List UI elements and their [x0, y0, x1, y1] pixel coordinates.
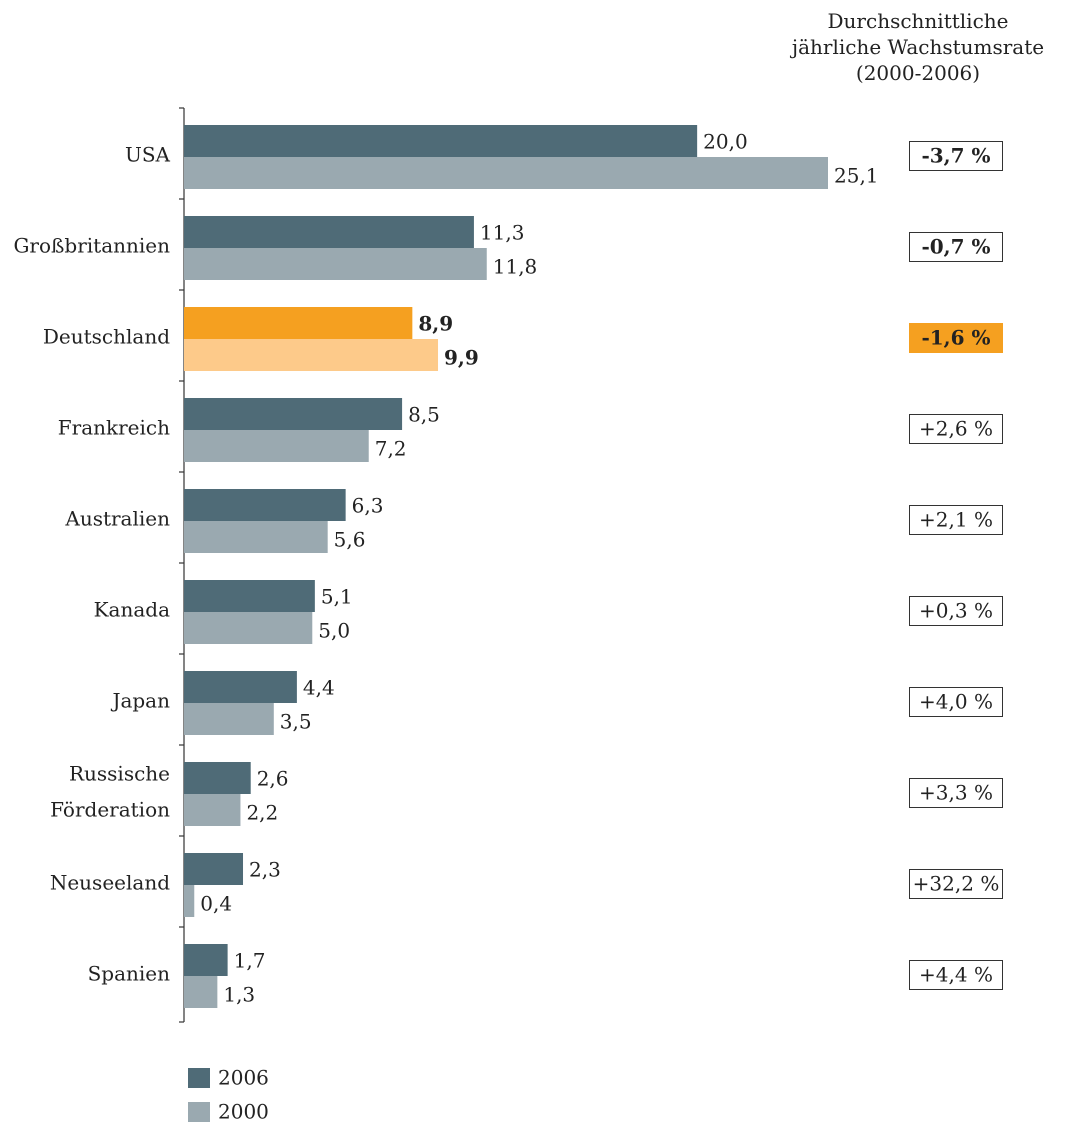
growth-rate-box — [909, 596, 1003, 626]
value-label-2006: 11,3 — [480, 221, 525, 245]
growth-rate-box — [909, 323, 1003, 353]
category-label: Kanada — [94, 598, 170, 622]
value-label-2000: 5,6 — [334, 528, 366, 552]
growth-rate-value: +2,1 % — [919, 508, 993, 532]
growth-rate-value: -0,7 % — [921, 235, 990, 259]
value-label-2000: 5,0 — [318, 619, 350, 643]
growth-rate-box — [909, 778, 1003, 808]
value-label-2000: 0,4 — [200, 892, 232, 916]
category-label: Japan — [110, 689, 170, 713]
value-label-2006: 2,3 — [249, 858, 281, 882]
bar-2006-USA — [184, 125, 698, 157]
growth-rate-value: +4,0 % — [919, 690, 993, 714]
bar-2000-Russische Förderation — [184, 794, 241, 826]
bar-2000-Australien — [184, 521, 328, 553]
value-label-2006: 20,0 — [703, 130, 748, 154]
value-label-2006: 1,7 — [234, 949, 266, 973]
growth-rate-value: -3,7 % — [921, 144, 990, 168]
bar-2006-Frankreich — [184, 398, 403, 430]
category-label: Neuseeland — [50, 871, 170, 895]
bar-2006-Spanien — [184, 944, 228, 976]
value-label-2006: 8,9 — [418, 312, 453, 336]
category-label: Australien — [64, 507, 170, 531]
growth-rate-box — [909, 505, 1003, 535]
category-label: Großbritannien — [13, 234, 170, 258]
value-label-2006: 2,6 — [257, 767, 289, 791]
category-label: Deutschland — [43, 325, 170, 349]
bar-2006-Australien — [184, 489, 346, 521]
value-label-2000: 25,1 — [834, 164, 879, 188]
growth-rate-box — [909, 414, 1003, 444]
bar-2000-Spanien — [184, 976, 218, 1008]
growth-rate-value: +3,3 % — [919, 781, 993, 805]
bar-2006-Japan — [184, 671, 297, 703]
growth-rate-box — [909, 232, 1003, 262]
growth-rate-value: +2,6 % — [919, 417, 993, 441]
growth-rate-value: +4,4 % — [919, 963, 993, 987]
category-label: Förderation — [50, 798, 170, 822]
growth-rate-box — [909, 141, 1003, 171]
value-label-2000: 7,2 — [375, 437, 407, 461]
bar-2000-Kanada — [184, 612, 313, 644]
category-label: Russische — [69, 762, 170, 786]
legend-label-2000: 2000 — [218, 1100, 269, 1124]
legend-swatch-2000 — [188, 1102, 210, 1122]
bar-2006-Großbritannien — [184, 216, 474, 248]
bar-2000-Neuseeland — [184, 885, 195, 917]
bar-2006-Neuseeland — [184, 853, 244, 885]
growth-rate-box — [909, 960, 1003, 990]
growth-header-line-1: Durchschnittliche — [827, 9, 1009, 33]
growth-rate-box — [909, 869, 1003, 899]
bar-2000-Japan — [184, 703, 274, 735]
growth-header-line-2: jährliche Wachstumsrate — [791, 35, 1045, 59]
value-label-2000: 11,8 — [493, 255, 538, 279]
bar-2006-Russische Förderation — [184, 762, 251, 794]
growth-rate-box — [909, 687, 1003, 717]
value-label-2000: 9,9 — [444, 346, 479, 370]
growth-rate-value: -1,6 % — [921, 326, 990, 350]
category-label: Frankreich — [58, 416, 170, 440]
value-label-2000: 2,2 — [246, 801, 278, 825]
legend-label-2006: 2006 — [218, 1066, 269, 1090]
category-label: USA — [125, 143, 171, 167]
bar-2000-Frankreich — [184, 430, 369, 462]
growth-rate-value: +0,3 % — [919, 599, 993, 623]
category-label: Spanien — [88, 962, 171, 986]
value-label-2000: 3,5 — [280, 710, 312, 734]
growth-rate-value: +32,2 % — [913, 872, 1000, 896]
bar-2006-Kanada — [184, 580, 315, 612]
bar-2006-Deutschland — [184, 307, 413, 339]
value-label-2006: 5,1 — [321, 585, 353, 609]
value-label-2006: 4,4 — [303, 676, 335, 700]
legend-swatch-2006 — [188, 1068, 210, 1088]
value-label-2000: 1,3 — [223, 983, 255, 1007]
bar-2000-Großbritannien — [184, 248, 487, 280]
bar-2000-Deutschland — [184, 339, 439, 371]
growth-header-line-3: (2000-2006) — [855, 61, 981, 85]
value-label-2006: 8,5 — [408, 403, 440, 427]
value-label-2006: 6,3 — [352, 494, 384, 518]
bar-2000-USA — [184, 157, 828, 189]
